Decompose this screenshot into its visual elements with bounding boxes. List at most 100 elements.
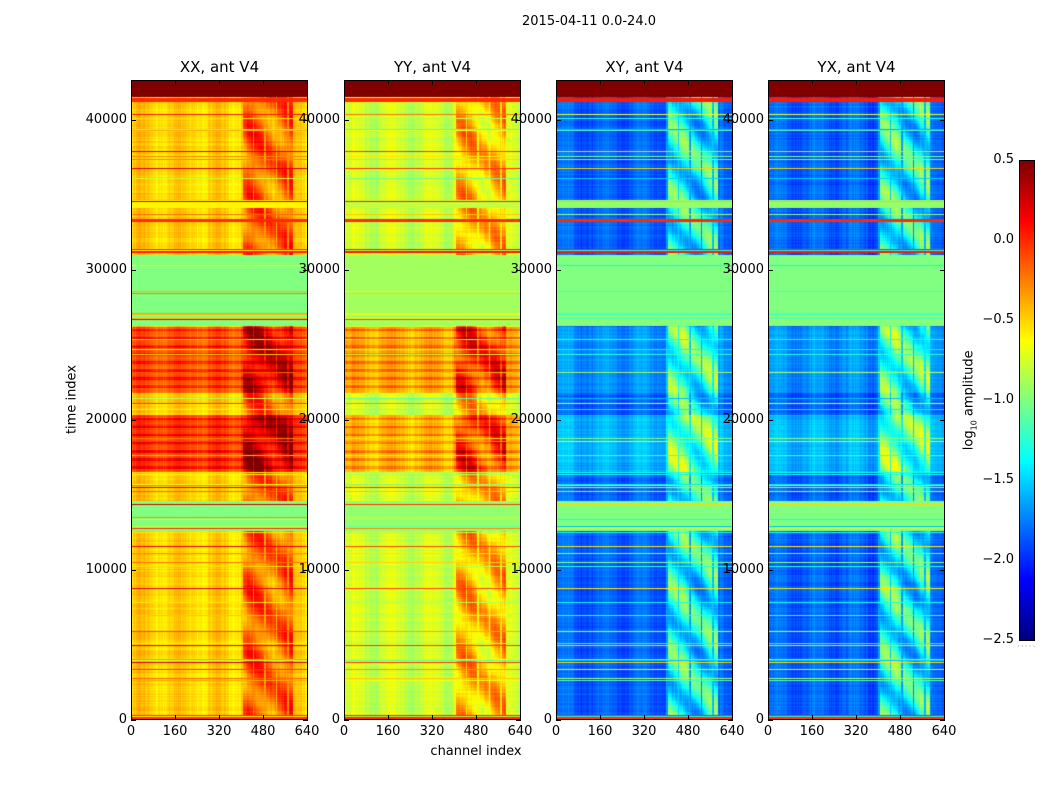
y-tick-mark [344, 570, 349, 571]
x-tick-label: 320 [419, 724, 445, 739]
colorbar-tick-label: −1.5 [982, 472, 1014, 487]
y-tick-mark [516, 570, 521, 571]
colorbar-tick-label: −2.5 [982, 632, 1014, 647]
y-tick-mark [344, 270, 349, 271]
x-tick-mark [476, 80, 477, 85]
x-axis-label: channel index [430, 744, 522, 759]
x-tick-mark [131, 80, 132, 85]
y-tick-mark [131, 270, 136, 271]
x-tick-mark [344, 715, 345, 720]
x-tick-mark [556, 80, 557, 85]
y-tick-mark [344, 720, 349, 721]
heatmap-panel-xx [131, 80, 308, 720]
x-tick-label: 0 [339, 724, 349, 739]
heatmap-panel-xy [556, 80, 733, 720]
x-tick-mark [688, 80, 689, 85]
y-tick-mark [556, 570, 561, 571]
x-tick-mark [812, 715, 813, 720]
heatmap-panel-yx [768, 80, 945, 720]
y-tick-label: 40000 [85, 112, 127, 127]
x-tick-mark [812, 80, 813, 85]
x-tick-mark [732, 715, 733, 720]
y-tick-mark [131, 420, 136, 421]
x-tick-mark [432, 715, 433, 720]
y-tick-mark [768, 570, 773, 571]
y-tick-mark [728, 420, 733, 421]
x-tick-mark [219, 80, 220, 85]
y-tick-mark [556, 270, 561, 271]
y-tick-mark [344, 420, 349, 421]
colorbar-gradient [1020, 161, 1034, 640]
panel-title-xy: XY, ant V4 [605, 58, 684, 76]
x-tick-mark [388, 80, 389, 85]
x-tick-mark [388, 715, 389, 720]
y-tick-mark [940, 720, 945, 721]
y-tick-mark [768, 420, 773, 421]
x-tick-label: 160 [587, 724, 613, 739]
x-tick-mark [600, 80, 601, 85]
x-tick-mark [900, 80, 901, 85]
x-tick-label: 160 [799, 724, 825, 739]
y-tick-label: 0 [118, 712, 127, 727]
x-tick-mark [768, 715, 769, 720]
x-tick-label: 320 [843, 724, 869, 739]
y-tick-label: 30000 [510, 262, 552, 277]
y-tick-mark [516, 720, 521, 721]
x-tick-label: 320 [206, 724, 232, 739]
x-tick-mark [556, 715, 557, 720]
y-tick-mark [940, 120, 945, 121]
y-tick-label: 10000 [85, 562, 127, 577]
y-tick-mark [940, 270, 945, 271]
x-tick-mark [432, 80, 433, 85]
y-tick-mark [728, 120, 733, 121]
x-tick-mark [219, 715, 220, 720]
heatmap-xx [132, 81, 307, 719]
y-tick-mark [303, 720, 308, 721]
y-tick-mark [940, 420, 945, 421]
x-tick-mark [344, 80, 345, 85]
x-tick-label: 0 [763, 724, 773, 739]
y-tick-label: 10000 [298, 562, 340, 577]
x-tick-mark [944, 715, 945, 720]
y-tick-mark [516, 120, 521, 121]
y-tick-label: 40000 [722, 112, 764, 127]
x-tick-label: 160 [375, 724, 401, 739]
y-tick-label: 10000 [722, 562, 764, 577]
x-tick-mark [688, 715, 689, 720]
y-tick-label: 0 [755, 712, 764, 727]
x-tick-label: 480 [887, 724, 913, 739]
x-tick-mark [944, 80, 945, 85]
y-tick-mark [556, 420, 561, 421]
y-tick-label: 20000 [510, 412, 552, 427]
y-tick-mark [303, 570, 308, 571]
x-tick-label: 0 [126, 724, 136, 739]
y-tick-label: 20000 [298, 412, 340, 427]
y-tick-mark [728, 720, 733, 721]
panel-title-yx: YX, ant V4 [817, 58, 896, 76]
y-tick-mark [728, 270, 733, 271]
y-tick-label: 30000 [722, 262, 764, 277]
y-tick-mark [768, 120, 773, 121]
y-tick-mark [940, 570, 945, 571]
y-tick-label: 20000 [85, 412, 127, 427]
x-tick-mark [175, 80, 176, 85]
x-tick-mark [307, 80, 308, 85]
y-tick-mark [768, 270, 773, 271]
x-tick-mark [131, 715, 132, 720]
colorbar [1019, 160, 1035, 641]
colorbar-tick-label: 0.5 [993, 152, 1014, 167]
x-tick-mark [856, 715, 857, 720]
y-tick-mark [303, 270, 308, 271]
x-tick-label: 0 [551, 724, 561, 739]
y-tick-label: 20000 [722, 412, 764, 427]
x-tick-label: 640 [507, 724, 533, 739]
panel-title-xx: XX, ant V4 [179, 58, 260, 76]
y-tick-mark [131, 570, 136, 571]
x-tick-mark [768, 80, 769, 85]
x-tick-label: 640 [931, 724, 957, 739]
y-tick-mark [728, 570, 733, 571]
x-tick-mark [476, 715, 477, 720]
x-tick-mark [520, 80, 521, 85]
x-tick-mark [263, 715, 264, 720]
x-tick-mark [520, 715, 521, 720]
